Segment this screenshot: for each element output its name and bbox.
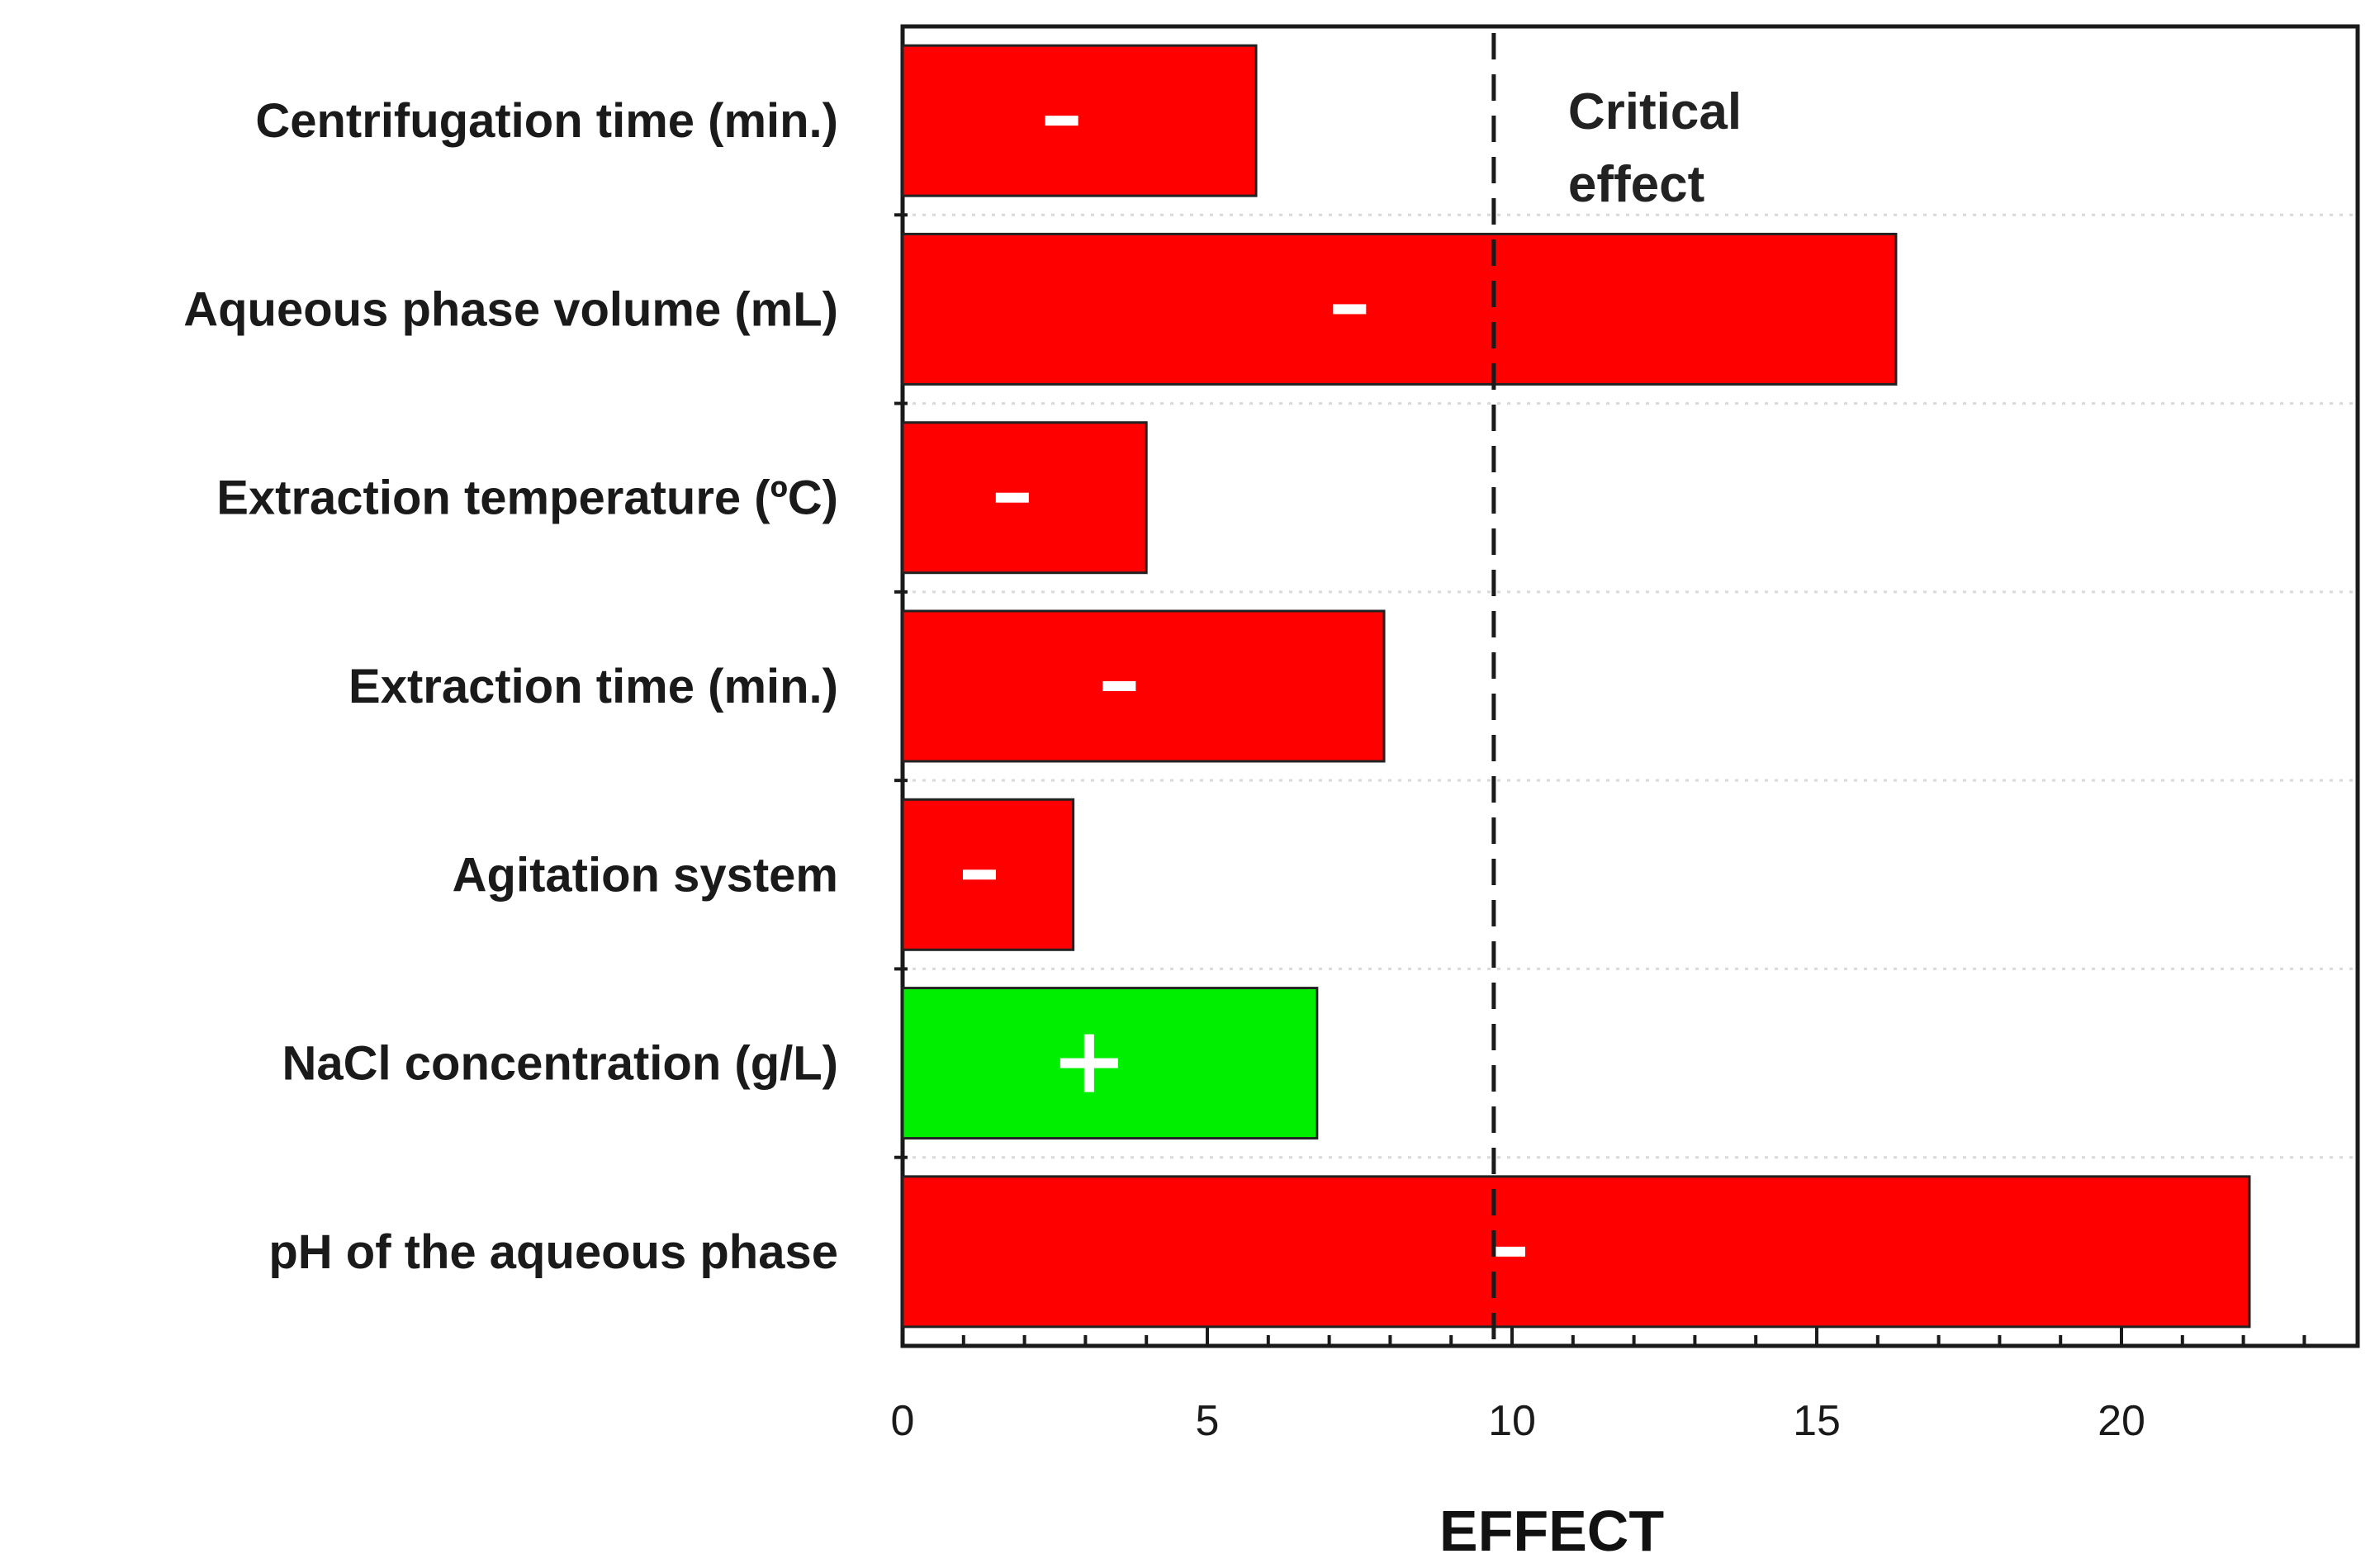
category-axis: Centrifugation time (min.) Aqueous phase …	[183, 94, 908, 1279]
critical-effect-line-group: Critical effect	[1491, 33, 1742, 1346]
x-tick-label: 5	[1196, 1397, 1220, 1445]
category-label: Extraction temperature (ºC)	[216, 471, 838, 525]
bar	[901, 609, 1386, 763]
sign-mark-minus	[1333, 304, 1367, 315]
sign-mark-minus	[962, 869, 996, 880]
category-label: Centrifugation time (min.)	[255, 94, 838, 148]
bar	[901, 44, 1258, 197]
x-tick-label: 10	[1488, 1397, 1536, 1445]
sign-mark-minus	[1045, 116, 1078, 126]
x-tick-label: 20	[2098, 1397, 2145, 1445]
x-axis-title: EFFECT	[1439, 1499, 1664, 1563]
bar	[901, 232, 1898, 386]
category-label: NaCl concentration (g/L)	[282, 1037, 838, 1091]
sign-mark-minus	[995, 492, 1029, 503]
x-axis: 0 5 10 15 20	[891, 1328, 2306, 1445]
x-tick-label: 15	[1793, 1397, 1841, 1445]
bar	[901, 1175, 2251, 1329]
sign-mark-minus	[1491, 1246, 1525, 1257]
sign-mark-plus	[1083, 1034, 1094, 1092]
critical-effect-label-line1: Critical	[1568, 83, 1742, 140]
category-label: pH of the aqueous phase	[268, 1225, 838, 1279]
critical-effect-label-line2: effect	[1568, 156, 1704, 213]
sign-mark-minus	[1102, 681, 1136, 691]
category-label: Extraction time (min.)	[348, 660, 838, 713]
category-label: Aqueous phase volume (mL)	[183, 282, 838, 336]
x-tick-label: 0	[891, 1397, 915, 1445]
category-label: Agitation system	[453, 848, 838, 902]
bars	[901, 44, 2251, 1329]
